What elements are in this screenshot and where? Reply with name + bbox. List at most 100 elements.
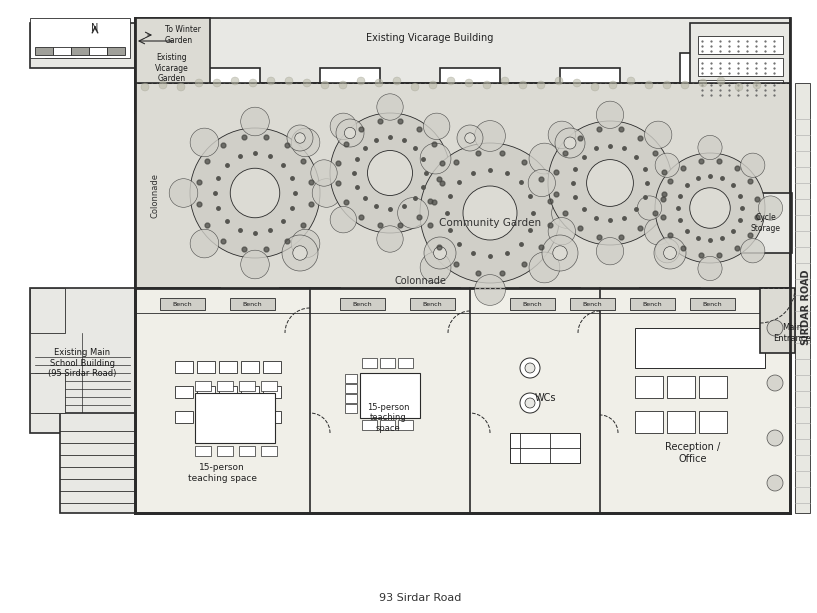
Bar xyxy=(217,381,233,391)
Circle shape xyxy=(627,77,635,85)
Bar xyxy=(160,298,205,310)
Circle shape xyxy=(267,77,275,85)
Circle shape xyxy=(285,77,293,85)
Circle shape xyxy=(767,320,783,336)
Bar xyxy=(362,358,377,368)
Circle shape xyxy=(519,81,527,89)
Circle shape xyxy=(295,133,306,143)
Circle shape xyxy=(312,179,341,207)
Circle shape xyxy=(231,77,239,85)
Circle shape xyxy=(177,83,185,91)
Circle shape xyxy=(141,83,149,91)
Text: Colonnade: Colonnade xyxy=(150,172,159,218)
Circle shape xyxy=(537,81,545,89)
Bar xyxy=(53,47,71,55)
Circle shape xyxy=(698,135,722,159)
Circle shape xyxy=(292,246,307,260)
Circle shape xyxy=(213,79,221,87)
Polygon shape xyxy=(135,288,790,513)
Circle shape xyxy=(645,81,653,89)
Circle shape xyxy=(321,81,329,89)
Bar xyxy=(30,23,135,68)
Circle shape xyxy=(429,81,437,89)
Circle shape xyxy=(529,252,560,283)
Circle shape xyxy=(230,168,279,218)
Polygon shape xyxy=(30,288,135,433)
Text: Bench: Bench xyxy=(172,302,192,306)
Circle shape xyxy=(555,77,563,85)
Circle shape xyxy=(330,113,356,140)
Bar xyxy=(71,47,89,55)
Bar xyxy=(362,420,377,430)
Bar xyxy=(30,288,65,333)
Circle shape xyxy=(555,128,585,158)
Bar xyxy=(175,386,193,398)
Circle shape xyxy=(735,83,743,91)
Bar xyxy=(345,374,357,383)
Circle shape xyxy=(303,79,311,87)
Circle shape xyxy=(282,235,318,271)
Circle shape xyxy=(420,143,560,283)
Bar xyxy=(570,298,615,310)
Bar xyxy=(241,361,259,373)
Circle shape xyxy=(249,79,257,87)
Circle shape xyxy=(587,159,633,207)
Circle shape xyxy=(655,153,765,263)
Bar xyxy=(80,33,110,58)
Bar xyxy=(30,18,130,58)
Bar xyxy=(635,376,663,398)
Circle shape xyxy=(655,153,679,177)
Circle shape xyxy=(190,128,320,258)
Circle shape xyxy=(609,81,617,89)
Bar xyxy=(195,381,211,391)
Circle shape xyxy=(357,77,365,85)
Circle shape xyxy=(520,393,540,413)
Text: Bench: Bench xyxy=(702,302,721,306)
Circle shape xyxy=(377,94,404,120)
Text: N: N xyxy=(92,23,99,33)
Bar xyxy=(698,36,783,54)
Bar xyxy=(795,83,810,513)
Circle shape xyxy=(195,79,203,87)
Circle shape xyxy=(330,113,450,233)
Bar xyxy=(30,373,65,413)
Circle shape xyxy=(190,229,219,258)
Circle shape xyxy=(241,250,270,279)
Circle shape xyxy=(465,79,473,87)
Bar xyxy=(510,298,555,310)
Circle shape xyxy=(698,256,722,281)
Circle shape xyxy=(443,160,469,186)
Bar xyxy=(239,381,255,391)
Text: Bench: Bench xyxy=(422,302,442,306)
Circle shape xyxy=(681,81,689,89)
Circle shape xyxy=(637,196,662,220)
Bar xyxy=(197,361,215,373)
Bar xyxy=(345,404,357,413)
Circle shape xyxy=(551,197,583,229)
Text: Existing
Vicarage
Garden: Existing Vicarage Garden xyxy=(155,53,189,83)
Circle shape xyxy=(420,143,451,174)
Circle shape xyxy=(420,252,451,283)
Circle shape xyxy=(741,153,765,177)
Text: Cycle
Storage: Cycle Storage xyxy=(751,213,781,233)
Bar xyxy=(263,361,281,373)
Bar xyxy=(219,411,237,423)
Text: To Winter
Garden: To Winter Garden xyxy=(165,25,201,45)
Text: Colonnade: Colonnade xyxy=(394,276,446,286)
Circle shape xyxy=(663,81,671,89)
Circle shape xyxy=(424,237,456,269)
Circle shape xyxy=(330,207,356,233)
Circle shape xyxy=(741,238,765,263)
Bar xyxy=(698,58,783,76)
Text: Main
Entrance: Main Entrance xyxy=(773,323,811,343)
Bar xyxy=(197,411,215,423)
Circle shape xyxy=(447,77,455,85)
Bar xyxy=(195,393,275,443)
Circle shape xyxy=(463,186,517,240)
Text: 15-person
teaching space: 15-person teaching space xyxy=(187,463,257,482)
Bar xyxy=(263,411,281,423)
Circle shape xyxy=(542,235,578,271)
Circle shape xyxy=(411,83,419,91)
Text: Bench: Bench xyxy=(242,302,261,306)
Circle shape xyxy=(291,128,320,157)
